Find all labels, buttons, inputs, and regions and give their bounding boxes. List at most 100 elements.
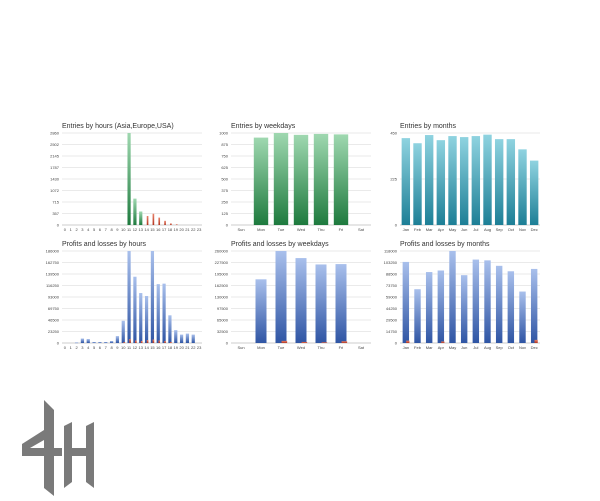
x-tick-label: Wed [297, 345, 305, 350]
x-tick-label: 13 [139, 227, 144, 232]
y-tick-label: 116250 [46, 283, 60, 288]
x-tick-label: 12 [133, 345, 138, 350]
y-tick-label: 195000 [215, 272, 229, 277]
bar [495, 265, 503, 343]
bar [127, 251, 131, 343]
y-tick-label: 375 [221, 188, 228, 193]
x-tick-label: 14 [144, 345, 149, 350]
x-tick-label: Jun [461, 227, 467, 232]
y-tick-label: 1000 [219, 131, 229, 136]
y-tick-label: 139500 [46, 272, 60, 277]
x-tick-label: Dec [531, 227, 538, 232]
x-tick-label: Feb [414, 345, 422, 350]
x-tick-label: Dec [531, 345, 538, 350]
bar [436, 140, 446, 225]
bar [164, 341, 166, 343]
bar [313, 133, 329, 225]
x-tick-label: 1 [70, 227, 73, 232]
x-tick-label: 11 [127, 227, 132, 232]
x-tick-label: Jan [403, 227, 409, 232]
y-tick-label: 186000 [46, 249, 60, 254]
x-tick-label: Jul [473, 227, 478, 232]
bar [191, 334, 195, 343]
x-tick-label: 18 [168, 227, 173, 232]
y-tick-label: 1430 [50, 177, 60, 182]
bar [162, 283, 166, 343]
bar [437, 270, 445, 343]
y-tick-label: 162750 [46, 260, 60, 265]
plot-area: 1000 875 750 625 500 375 250 125 0 Sun Mon Tue Wed Th… [219, 131, 371, 232]
bar [530, 268, 538, 343]
y-tick-label: 750 [221, 154, 228, 159]
y-tick-label: 0 [226, 341, 229, 346]
x-tick-label: 18 [168, 345, 173, 350]
bar [295, 258, 307, 343]
bar [133, 276, 137, 343]
x-tick-label: Jul [473, 345, 478, 350]
bar [139, 211, 143, 225]
x-tick-label: 4 [87, 345, 90, 350]
x-tick-label: Sat [358, 227, 365, 232]
bar [414, 289, 421, 343]
y-tick-label: 250 [221, 200, 228, 205]
x-tick-label: 12 [133, 227, 138, 232]
chart-entries-by-hours: Entries by hours (Asia,Europe,USA) 28602… [50, 123, 202, 232]
plot-area: 1860001627501395001162509300069750465002… [46, 249, 202, 351]
bar [135, 340, 137, 343]
x-tick-label: 21 [185, 345, 190, 350]
bar [484, 260, 491, 343]
bar [150, 251, 155, 343]
x-tick-label: 19 [174, 345, 179, 350]
bar [133, 198, 137, 225]
x-tick-label: 17 [162, 227, 167, 232]
y-tick-label: 103250 [384, 260, 398, 265]
bar [170, 342, 172, 343]
x-tick-label: 6 [99, 345, 102, 350]
x-tick-label: 15 [150, 345, 155, 350]
bar [158, 217, 161, 225]
y-tick-label: 625 [221, 165, 228, 170]
chart-title: Entries by months [400, 123, 457, 130]
bar [321, 342, 328, 343]
y-tick-label: 0 [395, 341, 398, 346]
x-tick-label: 17 [162, 345, 167, 350]
bar [158, 340, 161, 343]
bar [518, 149, 527, 225]
x-tick-label: Mar [426, 345, 434, 350]
bar [402, 261, 410, 343]
bar [115, 336, 120, 343]
bar [341, 341, 348, 343]
bar [471, 136, 481, 225]
bar [483, 134, 492, 225]
x-tick-label: Mar [426, 227, 434, 232]
x-tick-label: Oct [508, 345, 515, 350]
bar [494, 139, 504, 225]
bar [121, 320, 125, 343]
y-tick-label: 130000 [215, 295, 229, 300]
y-tick-label: 14750 [386, 329, 398, 334]
bar [275, 251, 287, 343]
y-tick-label: 227500 [215, 260, 229, 265]
bar [406, 340, 410, 343]
bar [127, 133, 131, 225]
x-tick-label: Sep [496, 227, 504, 232]
bar [293, 134, 309, 225]
bar [146, 340, 149, 343]
y-tick-label: 2502 [50, 142, 60, 147]
x-tick-label: 13 [139, 345, 144, 350]
x-tick-label: 3 [81, 227, 84, 232]
y-tick-label: 93000 [48, 295, 60, 300]
y-tick-label: 450 [390, 131, 397, 136]
bar [80, 338, 85, 343]
bar [152, 213, 155, 225]
bar [301, 341, 308, 343]
chart-title: Profits and losses by weekdays [231, 241, 329, 248]
plot-area: 450 225 0 Jan Feb Mar Apr May Jun Jul Aug Sep Oct Nov… [390, 131, 540, 232]
bar [273, 133, 289, 225]
bar [255, 279, 267, 343]
x-tick-label: Sep [496, 345, 504, 350]
x-tick-label: Nov [519, 345, 526, 350]
y-tick-label: 59000 [386, 295, 398, 300]
x-tick-label: Jun [461, 345, 467, 350]
